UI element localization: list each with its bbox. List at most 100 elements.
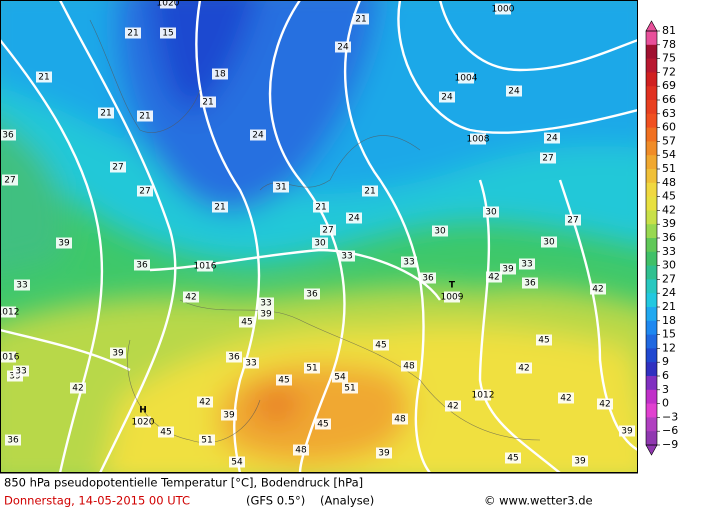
label-box [558,392,574,404]
contour-label: 39 [58,239,70,249]
colorbar-label: 9 [662,355,669,368]
label-box [373,339,389,351]
colorbar-label: 0 [662,397,669,410]
label-box [229,456,245,468]
contour-label: 30 [314,239,326,249]
label-box [536,334,552,346]
contour-label: 36 [7,436,19,446]
label-box [439,91,455,103]
colorbar-label: 72 [662,65,676,78]
contour-label: 27 [542,154,553,164]
label-box [335,41,351,53]
label-box [304,288,320,300]
label-box [0,129,16,141]
colorbar-segment [646,141,657,156]
colorbar-label: 39 [662,217,676,230]
footer-title: 850 hPa pseudopotentielle Temperatur [°C… [4,476,363,490]
colorbar-label: 36 [662,231,676,244]
contour-label: 51 [201,436,212,446]
contour-label: 24 [337,43,349,53]
label-box [199,434,215,446]
contour-label: 45 [538,336,549,346]
label-box [313,201,329,213]
label-box [505,452,521,464]
label-box [362,185,378,197]
contour-label: 33 [245,359,256,369]
colorbar-label: 42 [662,203,676,216]
contour-label: 36 [422,274,434,284]
label-box [137,185,153,197]
contour-label: 24 [546,134,558,144]
contour-label: 39 [621,427,633,437]
contour-label: 54 [334,373,346,383]
contour-label: 45 [160,428,171,438]
contour-label: 48 [403,362,415,372]
colorbar-segment [646,113,657,129]
label-box [458,72,474,84]
colorbar-label: 6 [662,369,669,382]
colorbar-segment [646,196,657,211]
contour-label: 1016 [0,353,20,363]
contour-label: 45 [507,454,518,464]
contour-label: 42 [560,394,571,404]
colorbar-segment [646,320,657,336]
colorbar-segment [646,31,657,46]
colorbar-label: −3 [662,410,678,423]
label-box [212,68,228,80]
contour-label: 21 [38,73,49,83]
colorbar-segment [646,279,657,294]
label-box [392,413,408,425]
colorbar-label: 78 [662,38,676,51]
label-box [444,291,460,303]
colorbar-segment [646,403,657,418]
contour-label: 42 [185,293,196,303]
contour-label: 45 [241,318,252,328]
colorbar-label: 81 [662,24,676,37]
label-box [470,133,486,145]
contour-label: 21 [202,98,213,108]
pressure-center: T [449,281,456,291]
contour-label: 42 [199,398,210,408]
colorbar-segment [646,251,657,267]
contour-label: 39 [574,457,586,467]
contour-label: 36 [136,261,148,271]
label-box [0,306,16,318]
colorbar-label: 15 [662,328,676,341]
footer-date: Donnerstag, 14-05-2015 00 UTC [4,494,190,508]
colorbar-segment [646,431,657,446]
label-box [200,96,216,108]
colorbar-segment [646,348,657,363]
contour-label: 36 [2,131,14,141]
label-box [312,237,328,249]
colorbar-label: 18 [662,314,676,327]
label-box [293,444,309,456]
colorbar-label: 45 [662,190,676,203]
contour-label: 1000 [492,5,515,15]
contour-label: 42 [488,273,499,283]
label-box [160,0,176,9]
contour-label: 30 [543,238,555,248]
contour-label: 39 [378,449,390,459]
label-box [339,250,355,262]
map-labels: H 1020 T 1009 1016 1004 1008 1012 1000 1020 1012 10… [0,0,635,468]
label-box [2,174,18,186]
label-box [239,316,255,328]
footer-analysis: (Analyse) [320,494,374,508]
contour-label: 21 [315,203,326,213]
contour-label: 42 [447,402,458,412]
colorbar-segment [646,238,657,253]
label-box [353,13,369,25]
colorbar: 8178757269666360575451484542393633302724… [645,20,678,456]
label-box [134,259,150,271]
colorbar-segment [646,334,657,349]
contour-label: 15 [162,29,173,39]
contour-label: 39 [260,310,272,320]
label-box [597,398,613,410]
contour-label: 36 [306,290,318,300]
label-box [332,371,348,383]
contour-label: 42 [518,364,529,374]
contour-label: 36 [228,353,240,363]
label-box [56,237,72,249]
colorbar-segment [646,58,657,73]
contour-label: 45 [375,341,386,351]
